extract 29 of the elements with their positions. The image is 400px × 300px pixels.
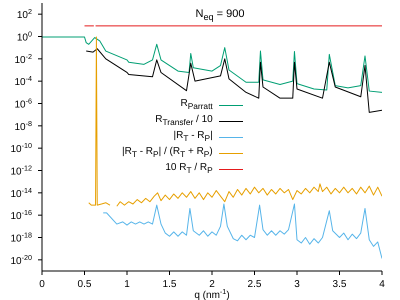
x-tick-label: 3.5 xyxy=(332,279,347,290)
x-tick-label: 0 xyxy=(39,279,46,290)
legend-label: |R$_{T}$ - R$_{P}$| xyxy=(174,129,213,145)
y-tick-label: 10$^{-6}$ xyxy=(14,96,32,110)
y-tick-label: 10$^{2}$ xyxy=(16,6,32,22)
line-series xyxy=(102,204,382,260)
legend-label: R$_{Transfer}$ / 10 xyxy=(155,113,213,129)
x-tick-label: 3 xyxy=(294,279,300,290)
annotation: N$_{eq}$ = 900 xyxy=(194,8,246,22)
y-tick-label: 10$^{-2}$ xyxy=(14,51,32,66)
y-tick-label: 10$^{-8}$ xyxy=(14,118,32,133)
y-tick-label: 10$^{-20}$ xyxy=(10,252,32,267)
legend-label: R$_{Parratt}$ xyxy=(180,97,213,113)
x-tick-label: 1.5 xyxy=(162,279,177,290)
x-tick-label: 0.5 xyxy=(78,279,92,290)
x-tick-label: 4 xyxy=(379,279,386,290)
y-tick-label: 10$^{-10}$ xyxy=(10,140,32,156)
line-series xyxy=(86,48,382,113)
y-tick-label: 10$^{-4}$ xyxy=(14,74,32,88)
x-tick-label: 1 xyxy=(124,279,130,290)
y-tick-label: 10$^{-18}$ xyxy=(10,230,32,244)
y-tick-label: 10$^{0}$ xyxy=(16,29,32,44)
y-tick-label: 10$^{-16}$ xyxy=(10,208,32,222)
x-tick-label: 2.5 xyxy=(248,279,262,290)
legend-label: 10 R$_{T}$ / R$_{P}$ xyxy=(165,161,213,177)
y-tick-label: 10$^{-12}$ xyxy=(10,163,32,178)
text: |R$_{T}$ - R$_{P}$| / (R$_{T}$ + R$_{P}$) xyxy=(122,146,213,159)
line-series xyxy=(42,36,382,93)
y-tick-label: 10$^{-14}$ xyxy=(10,185,32,200)
